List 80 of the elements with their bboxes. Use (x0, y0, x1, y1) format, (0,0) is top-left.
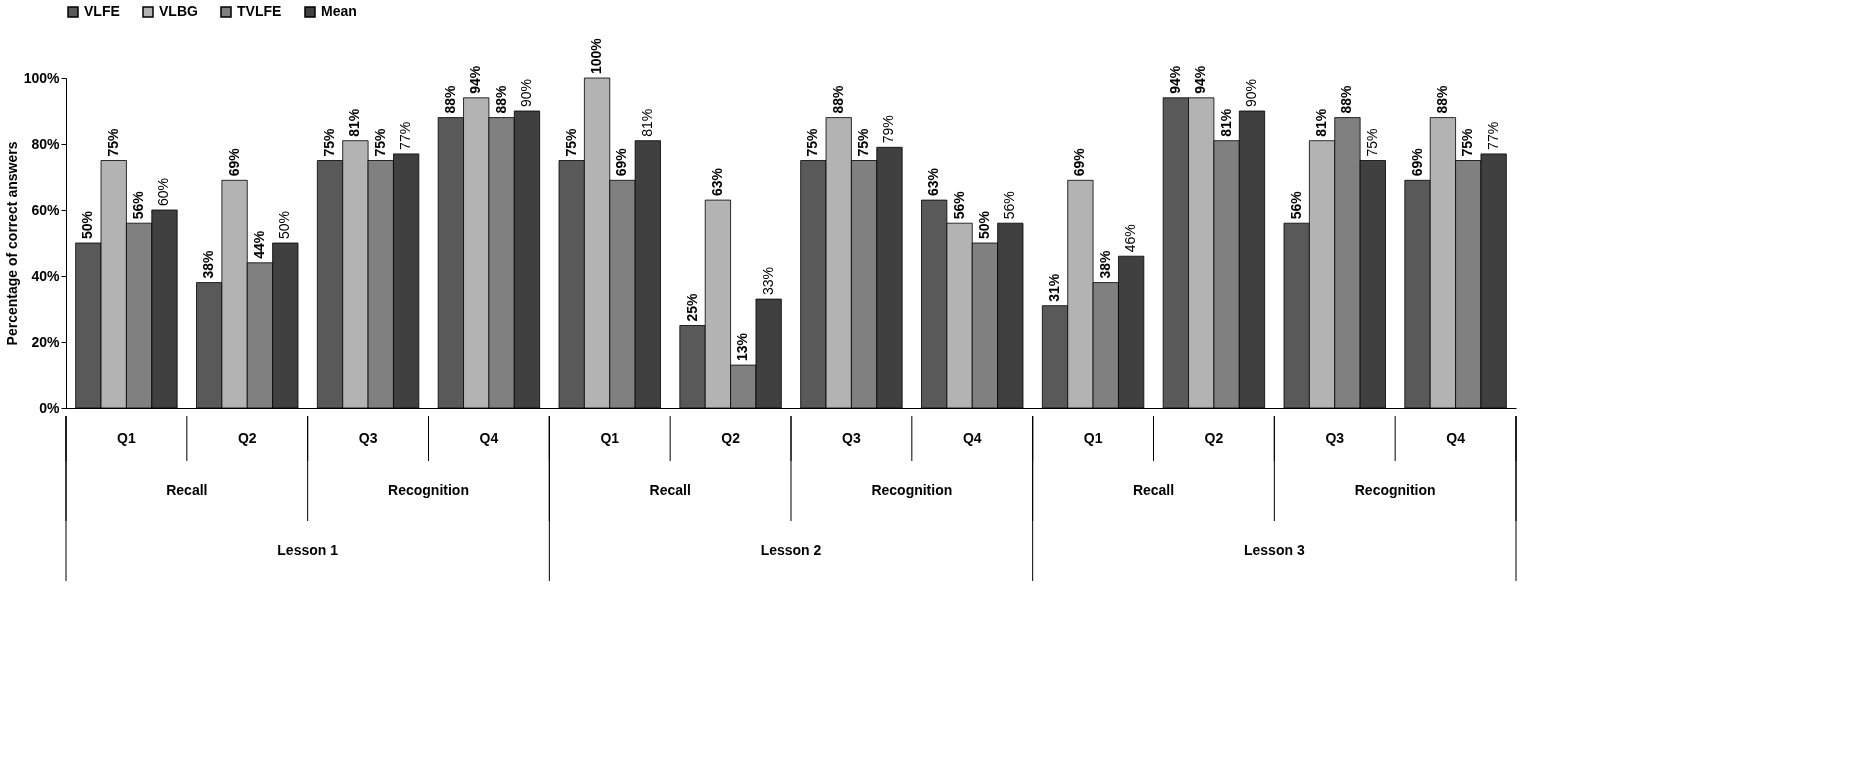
data-label: 75% (855, 127, 872, 157)
data-label: 81% (1217, 108, 1234, 137)
y-axis-title: Percentage of correct answers (3, 141, 20, 346)
data-label: 77% (397, 121, 414, 150)
data-label: 38% (1096, 250, 1113, 279)
data-label: 81% (638, 108, 655, 137)
x-tick-label: Q3 (358, 429, 378, 446)
data-label: 88% (1433, 85, 1450, 114)
data-label: 100% (588, 37, 605, 74)
data-label: 69% (225, 147, 242, 177)
data-label: 56% (950, 190, 967, 220)
data-label: 88% (492, 85, 509, 114)
data-label: 69% (1071, 147, 1088, 177)
y-tick-label: 80% (31, 135, 61, 152)
data-label: 63% (708, 167, 725, 197)
text: Recognition (388, 482, 469, 498)
data-label: 33% (759, 267, 776, 296)
data-label: 75% (104, 127, 121, 157)
text: Lesson 2 (760, 542, 822, 558)
data-label: 94% (467, 65, 484, 94)
data-label: 75% (562, 127, 579, 157)
x-tick-label: Q2 (1204, 429, 1224, 446)
x-tick-label: Q3 (1325, 429, 1345, 446)
data-label: 31% (1046, 273, 1063, 302)
text: Recall (1132, 482, 1175, 498)
text: Lesson 1 (277, 542, 339, 558)
data-label: 77% (1484, 121, 1501, 150)
y-tick-label: 0% (39, 399, 61, 416)
data-label: 75% (804, 127, 821, 157)
x-tick-label: Q4 (1446, 429, 1466, 446)
x-tick-label: Q1 (1083, 429, 1103, 446)
data-label: 63% (925, 167, 942, 197)
data-label: 90% (517, 78, 534, 107)
data-label: 81% (346, 108, 363, 137)
data-label: 38% (200, 250, 217, 279)
data-label: 75% (371, 127, 388, 157)
data-label: 60% (155, 177, 172, 206)
data-label: 13% (734, 332, 751, 362)
data-label: 88% (441, 85, 458, 114)
legend-label: TVLFE (237, 3, 282, 19)
x-tick-label: Q2 (237, 429, 257, 446)
data-label: 79% (880, 115, 897, 144)
x-tick-label: Q4 (962, 429, 982, 446)
data-label: 50% (975, 210, 992, 239)
y-tick-label: 100% (23, 69, 61, 86)
legend-label: VLBG (159, 3, 198, 19)
data-label: 69% (613, 147, 630, 177)
data-label: 46% (1122, 224, 1139, 253)
x-tick-label: Q1 (600, 429, 620, 446)
data-label: 75% (321, 127, 338, 157)
data-label: 56% (130, 190, 147, 220)
y-tick-label: 60% (31, 201, 61, 218)
text: Recall (649, 482, 691, 498)
data-label: 69% (1408, 147, 1425, 177)
x-tick-label: Q3 (842, 429, 861, 446)
legend-label: VLFE (84, 3, 120, 19)
data-label: 44% (250, 230, 267, 259)
data-label: 25% (683, 292, 700, 322)
data-label: 50% (276, 210, 293, 239)
y-tick-label: 40% (31, 267, 61, 284)
legend-label: Mean (321, 3, 357, 19)
x-tick-label: Q1 (117, 429, 136, 446)
data-label: 94% (1192, 65, 1209, 94)
data-label: 50% (79, 210, 96, 239)
data-label: 90% (1242, 78, 1259, 107)
data-label: 81% (1313, 108, 1330, 137)
data-label: 75% (1459, 127, 1476, 157)
text: Recall (166, 482, 208, 498)
data-label: 56% (1287, 190, 1304, 220)
data-label: 88% (1338, 85, 1355, 114)
data-label: 94% (1166, 65, 1183, 94)
text: Lesson 3 (1243, 542, 1305, 558)
x-tick-label: Q2 (721, 429, 741, 446)
data-label: 88% (829, 85, 846, 114)
data-label: 56% (1001, 191, 1018, 220)
text: Recognition (871, 482, 953, 498)
x-tick-label: Q4 (479, 429, 499, 446)
data-label: 75% (1363, 128, 1380, 157)
text: Recognition (1354, 482, 1436, 498)
y-tick-label: 20% (31, 333, 61, 350)
